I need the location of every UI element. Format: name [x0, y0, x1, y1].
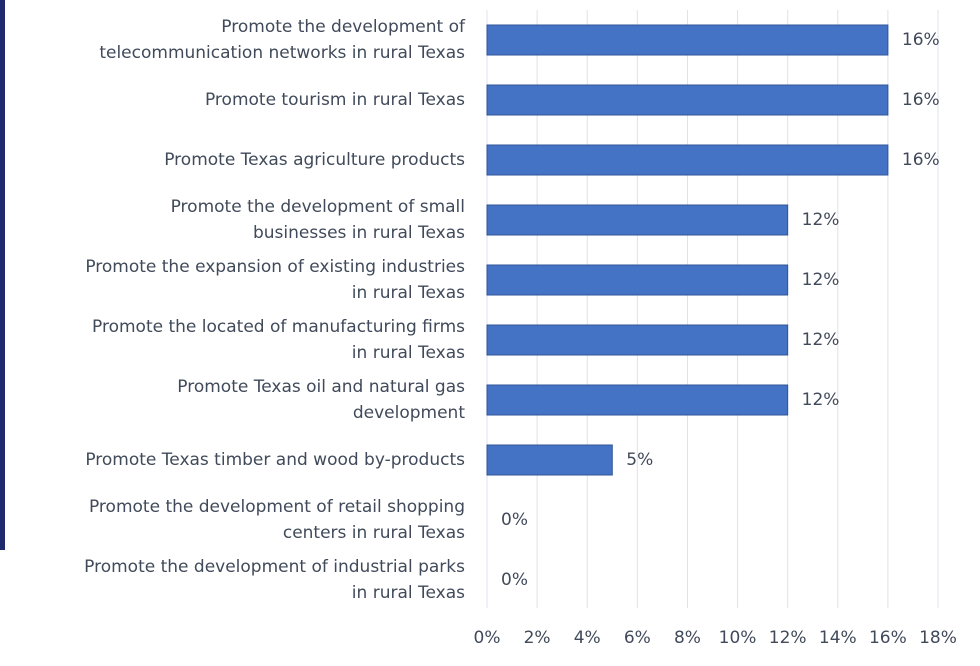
- x-tick-label: 16%: [869, 628, 907, 648]
- category-label: Promote Texas oil and natural gas develop…: [0, 374, 465, 426]
- category-line: development: [352, 403, 465, 423]
- category-label: Promote the located of manufacturing fir…: [0, 314, 465, 366]
- category-label: Promote Texas agriculture products: [0, 147, 465, 173]
- data-label: 16%: [902, 150, 940, 170]
- x-tick-label: 14%: [819, 628, 857, 648]
- data-label: 12%: [802, 270, 840, 290]
- bar: [486, 24, 889, 56]
- x-tick-label: 8%: [674, 628, 701, 648]
- data-label: 12%: [802, 330, 840, 350]
- bar: [486, 264, 789, 296]
- category-line: centers in rural Texas: [282, 523, 465, 543]
- category-line: Promote Texas oil and natural gas: [177, 377, 465, 397]
- category-label: Promote the development of industrial pa…: [0, 554, 465, 606]
- category-label: Promote the development of retail shoppi…: [0, 494, 465, 546]
- category-line: in rural Texas: [351, 283, 465, 303]
- data-label: 16%: [902, 90, 940, 110]
- category-label: Promote Texas timber and wood by-product…: [0, 447, 465, 473]
- category-line: Promote the development of industrial pa…: [84, 557, 465, 577]
- data-label: 0%: [501, 570, 528, 590]
- bar: [486, 444, 613, 476]
- data-label: 0%: [501, 510, 528, 530]
- data-label: 12%: [802, 390, 840, 410]
- x-tick-label: 18%: [919, 628, 957, 648]
- data-label: 16%: [902, 30, 940, 50]
- category-label: Promote the development of small business…: [0, 194, 465, 246]
- category-label: Promote the expansion of existing indust…: [0, 254, 465, 306]
- category-line: telecommunication networks in rural Texa…: [99, 43, 465, 63]
- x-tick-label: 6%: [624, 628, 651, 648]
- category-line: Promote tourism in rural Texas: [204, 90, 465, 110]
- bar: [486, 384, 789, 416]
- category-label: Promote tourism in rural Texas: [0, 87, 465, 113]
- category-line: Promote Texas timber and wood by-product…: [85, 450, 465, 470]
- data-label: 5%: [626, 450, 653, 470]
- category-line: businesses in rural Texas: [252, 223, 465, 243]
- x-tick-label: 12%: [769, 628, 807, 648]
- x-tick-label: 0%: [474, 628, 501, 648]
- bar: [486, 144, 889, 176]
- category-line: Promote the development of small: [170, 197, 465, 217]
- category-line: in rural Texas: [351, 343, 465, 363]
- category-line: Promote Texas agriculture products: [164, 150, 465, 170]
- category-line: in rural Texas: [351, 583, 465, 603]
- category-label: Promote the development of telecommunicat…: [0, 14, 465, 66]
- side-strip: [0, 0, 5, 550]
- category-line: Promote the development of: [221, 17, 465, 37]
- x-tick-label: 4%: [574, 628, 601, 648]
- bar: [486, 84, 889, 116]
- bar: [486, 204, 789, 236]
- data-label: 12%: [802, 210, 840, 230]
- x-tick-label: 2%: [524, 628, 551, 648]
- category-line: Promote the expansion of existing indust…: [85, 257, 465, 277]
- category-line: Promote the development of retail shoppi…: [88, 497, 465, 517]
- bar: [486, 324, 789, 356]
- x-tick-label: 10%: [719, 628, 757, 648]
- category-line: Promote the located of manufacturing fir…: [92, 317, 465, 337]
